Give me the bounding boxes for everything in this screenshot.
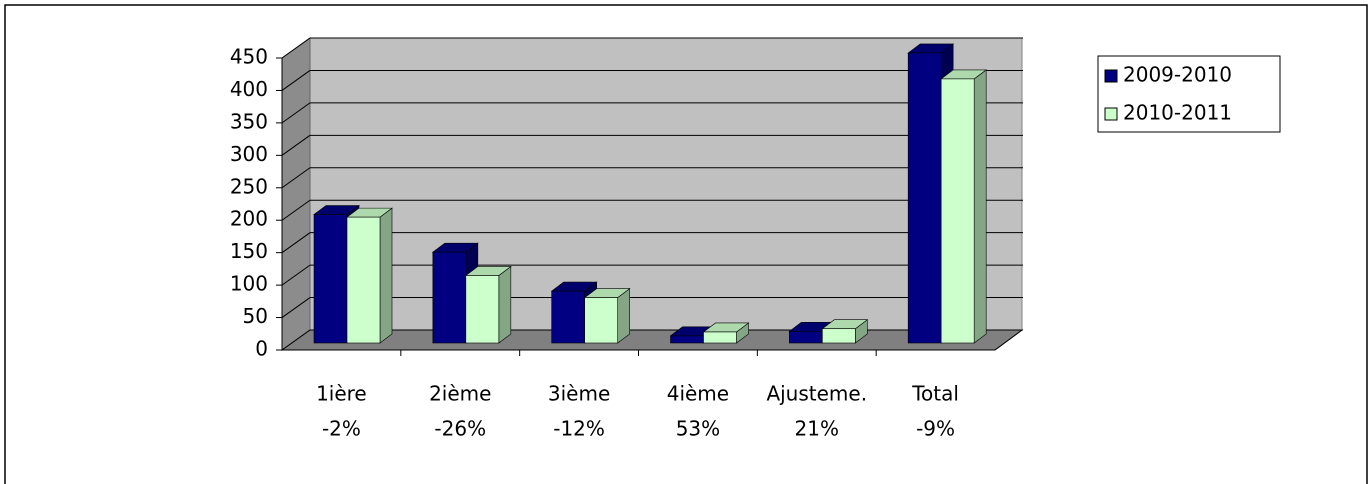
bar (584, 297, 618, 344)
legend-swatch (1104, 107, 1118, 121)
bar (465, 275, 500, 344)
bar (907, 52, 942, 344)
bar-side (379, 207, 393, 344)
x-tick-label: 1ière (316, 382, 367, 406)
y-tick-label: 250 (230, 174, 268, 198)
bar (789, 331, 823, 344)
y-tick-label: 0 (255, 337, 268, 361)
y-tick-label: 200 (230, 207, 268, 231)
grid-line (281, 199, 311, 221)
bar (822, 328, 856, 344)
x-tick-label: Total (911, 382, 959, 406)
x-axis-depth (994, 329, 1023, 351)
x-tick-label: 3ième (548, 382, 610, 406)
bar (670, 335, 704, 344)
bar (432, 251, 467, 344)
x-tick-label: 21% (795, 417, 839, 441)
bar (346, 216, 381, 344)
y-tick-label: 350 (230, 109, 268, 133)
x-tick-label: -2% (322, 417, 361, 441)
x-tick-label: -26% (434, 417, 486, 441)
x-tick-label: -12% (553, 417, 605, 441)
y-tick-label: 50 (243, 304, 268, 328)
legend-label: 2010-2011 (1123, 101, 1232, 125)
bar-side (973, 69, 987, 344)
y-tick-label: 100 (230, 272, 268, 296)
x-tick-label: -9% (916, 417, 955, 441)
bars (313, 43, 988, 344)
y-tick-label: 150 (230, 239, 268, 263)
grid (281, 37, 1023, 351)
x-tick-label: 53% (676, 417, 720, 441)
legend (1097, 55, 1281, 133)
grid-line (281, 70, 311, 91)
grid-line (281, 167, 311, 189)
side-wall (281, 37, 311, 351)
x-tick-label: 4ième (667, 382, 729, 406)
legend-swatch (1104, 69, 1118, 83)
y-tick-label: 300 (230, 142, 268, 166)
bar-side (617, 287, 630, 344)
grid-line (281, 329, 311, 351)
y-tick-label: 400 (230, 77, 268, 101)
bar (313, 214, 348, 344)
y-tick-label: 450 (230, 45, 268, 69)
grid-line (281, 102, 311, 124)
x-tick-label: Ajusteme. (766, 382, 867, 406)
legend-label: 2009-2010 (1123, 63, 1232, 87)
bar (551, 290, 585, 344)
bar (703, 331, 737, 344)
grid-line (281, 297, 311, 318)
bar-side (498, 265, 512, 344)
x-tick-label: 2ième (429, 382, 491, 406)
grid-line (281, 37, 311, 59)
grid-line (281, 134, 311, 156)
grid-line (281, 232, 311, 254)
bar (940, 78, 975, 344)
grid-line (281, 264, 311, 286)
chart-frame (4, 4, 1368, 484)
